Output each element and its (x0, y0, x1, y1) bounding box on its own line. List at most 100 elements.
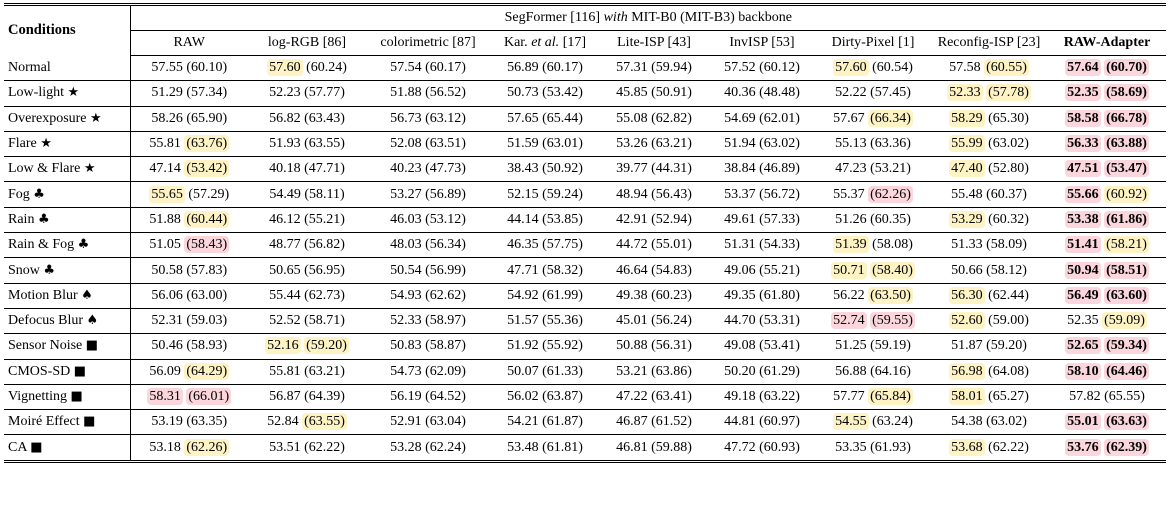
score-b0: 47.22 (616, 389, 648, 404)
score-b0: 45.01 (616, 313, 648, 329)
score-b3: 65.44 (546, 110, 579, 126)
score-b0: 51.87 (951, 338, 983, 354)
score-b3: 63.87 (546, 389, 579, 404)
score-b3-wrap: (59.55) (870, 312, 915, 330)
score-b3: 64.52 (429, 389, 462, 404)
score-cell: 54.93 (62.62) (366, 283, 490, 309)
score-b3-wrap: (63.55) (302, 413, 347, 431)
score-b3-wrap: (63.02) (988, 136, 1029, 152)
score-b3-wrap: (60.17) (425, 60, 466, 76)
condition-cell: Moiré Effect ■ (4, 409, 131, 436)
score-b3: 56.31 (655, 338, 688, 354)
score-b3: 53.12 (429, 211, 462, 227)
score-b3-wrap: (58.40) (870, 261, 915, 279)
score-b0: 57.60 (833, 59, 869, 77)
score-cell: 52.84 (63.55) (248, 409, 366, 436)
score-b3-wrap: (63.04) (425, 414, 466, 430)
score-b3: 63.50 (874, 287, 907, 303)
score-cell: 55.48 (60.37) (930, 181, 1048, 208)
score-cell: 53.48 (61.81) (490, 435, 600, 461)
score-b0: 48.03 (390, 237, 422, 253)
score-b0: 47.71 (507, 262, 539, 278)
score-b0: 50.46 (151, 338, 183, 354)
score-b0: 53.76 (1065, 438, 1101, 456)
condition-name: Flare (8, 136, 37, 152)
score-b3: 58.51 (1110, 262, 1143, 278)
score-b3: 56.72 (763, 186, 796, 202)
score-b0: 45.85 (616, 85, 648, 101)
condition-category-icon: ♠ (81, 287, 93, 303)
score-b3: 60.37 (990, 186, 1023, 202)
score-cell: 52.16 (59.20) (248, 333, 366, 360)
score-cell: 56.33 (63.88) (1048, 131, 1167, 158)
backbone-italic: with (603, 10, 628, 25)
score-b0: 52.52 (269, 313, 301, 329)
score-b3-wrap: (62.44) (988, 287, 1029, 303)
score-cell: 56.02 (63.87) (490, 384, 600, 411)
score-b3: 61.52 (655, 414, 688, 430)
score-cell: 50.88 (56.31) (600, 333, 708, 360)
score-b3: 61.29 (763, 363, 796, 379)
score-b3-wrap: (64.16) (870, 363, 911, 379)
score-b0: 56.22 (833, 287, 865, 303)
score-b3-wrap: (57.29) (188, 186, 230, 202)
score-cell: 42.91 (52.94) (600, 207, 708, 234)
score-cell: 55.65 (57.29) (130, 181, 248, 208)
score-cell: 55.81 (63.21) (248, 359, 366, 385)
method-header-italic: et al. (531, 35, 560, 50)
score-b0: 50.65 (269, 262, 301, 278)
score-b0: 54.92 (507, 287, 539, 303)
score-cell: 50.94 (58.51) (1048, 257, 1167, 284)
score-b3: 63.01 (546, 136, 579, 152)
score-b3-wrap: (58.09) (986, 237, 1027, 253)
score-b0: 52.31 (151, 313, 183, 329)
score-b0: 53.38 (1065, 210, 1101, 228)
table-row: Moiré Effect ■ 53.19 (63.35) 52.84 (63.55)… (4, 409, 1167, 436)
score-cell: 46.35 (57.75) (490, 232, 600, 259)
score-b3: 62.73 (308, 287, 341, 303)
score-cell: 55.13 (63.36) (816, 131, 930, 158)
condition-name: CMOS-SD (8, 363, 71, 379)
score-b3-wrap: (60.93) (759, 439, 800, 455)
score-b0: 44.70 (724, 313, 756, 329)
score-b3-wrap: (63.01) (542, 136, 583, 152)
score-b0: 56.88 (835, 363, 867, 379)
score-b3-wrap: (61.80) (759, 287, 800, 303)
score-b3-wrap: (53.47) (1104, 160, 1149, 178)
score-b3-wrap: (57.45) (870, 85, 911, 101)
score-b3-wrap: (63.50) (868, 286, 913, 304)
score-b3-wrap: (63.35) (186, 414, 228, 430)
score-cell: 51.41 (58.21) (1048, 232, 1167, 259)
score-cell: 56.73 (63.12) (366, 106, 490, 132)
score-b3-wrap: (47.71) (304, 161, 345, 177)
score-b0: 50.66 (951, 262, 983, 278)
score-b3: 63.41 (655, 389, 688, 404)
score-b0: 58.01 (949, 388, 985, 405)
score-cell: 52.74 (59.55) (816, 308, 930, 335)
score-b3: 65.84 (874, 389, 907, 404)
score-b3: 60.17 (546, 60, 579, 76)
score-b0: 58.58 (1065, 109, 1101, 127)
score-b3-wrap: (63.43) (304, 110, 345, 126)
score-b3: 57.33 (763, 211, 796, 227)
score-b3-wrap: (50.92) (542, 161, 583, 177)
score-b0: 49.18 (724, 389, 756, 404)
score-b3-wrap: (50.91) (651, 85, 692, 101)
score-b3: 58.43 (191, 237, 223, 253)
backbone-suffix: MIT-B0 (MIT-B3) backbone (627, 10, 792, 25)
score-b3-wrap: (62.09) (425, 363, 466, 379)
score-cell: 55.66 (60.92) (1048, 181, 1167, 208)
score-b3: 64.39 (308, 389, 341, 404)
table-row: Normal 57.55 (60.10) 57.60 (60.24) 57.54 (6… (4, 55, 1167, 82)
score-cell: 57.52 (60.12) (708, 55, 816, 82)
score-b3: 56.24 (655, 313, 688, 329)
score-cell: 58.29 (65.30) (930, 106, 1048, 132)
score-b3-wrap: (60.92) (1104, 185, 1149, 203)
score-b3: 62.24 (429, 439, 462, 455)
score-b0: 50.83 (390, 338, 422, 354)
condition-cell: Low & Flare ★ (4, 156, 131, 183)
score-b3: 63.21 (655, 136, 688, 152)
condition-name: Low & Flare (8, 161, 81, 177)
method-header: Kar. et al. [17] (490, 30, 600, 56)
score-b3: 58.93 (191, 338, 223, 354)
